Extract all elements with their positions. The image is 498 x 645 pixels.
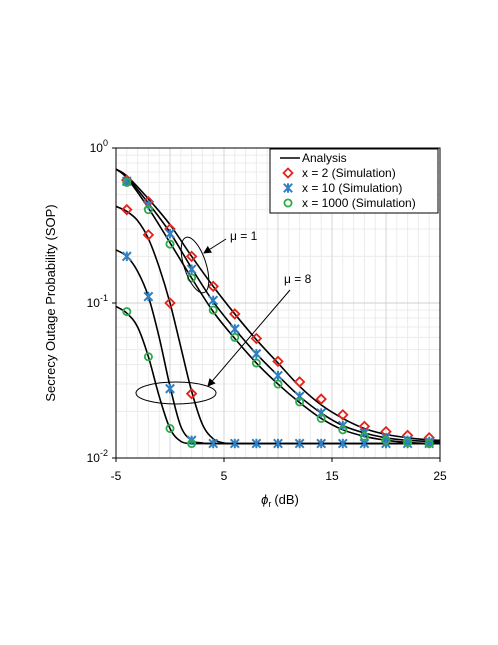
data-point-asterisk [337,438,348,449]
data-point-diamond [185,387,198,400]
x-axis-label-unit: (dB) [274,492,299,507]
data-point-circle [359,431,369,441]
data-point-circle [208,305,218,315]
legend-label: Analysis [302,151,347,165]
data-point-circle [122,177,132,187]
data-point-asterisk [186,264,197,275]
analysis-curves [115,168,441,445]
data-point-circle [251,358,261,368]
mu1-arrow [203,238,227,254]
data-point-diamond [164,297,176,309]
data-point-asterisk [273,370,283,381]
data-point-circle [273,379,283,389]
mu1-annotation: μ = 1 [230,229,258,243]
mu8-arrow [207,289,291,387]
data-point-asterisk [208,438,219,449]
x-axis-label-symbol: ϕ [261,492,268,507]
data-point-diamond [337,409,349,421]
mu1-group-ellipse [180,236,210,294]
legend-diamond-swatch [282,167,294,179]
data-point-asterisk [251,438,262,449]
data-point-asterisk [229,438,240,449]
data-point-diamond [142,229,155,241]
data-point-circle [143,205,153,215]
data-point-asterisk [143,291,154,302]
data-point-circle [381,435,391,445]
y-axis-label: Secrecy Outage Probability (SOP) [43,204,58,401]
y-axis-ticks: 10-2 10-1 100 [87,138,116,465]
data-point-diamond [250,332,263,345]
data-point-asterisk [208,295,219,306]
legend-box [269,148,439,214]
analysis-curve-mu8-5 [115,305,440,445]
y-tick-label: 10-1 [87,293,108,310]
data-point-asterisk [165,228,175,239]
data-point-circle [165,423,175,433]
x-tick-label: 15 [325,469,339,483]
data-point-asterisk [121,251,132,262]
data-point-diamond [272,355,284,368]
mu8-group-ellipse [135,381,217,405]
data-point-circle [338,425,348,435]
data-point-asterisk [316,438,327,449]
x-tick-label: 25 [433,469,447,483]
data-point-asterisk [251,348,262,359]
legend-label: x = 1000 (Simulation) [302,196,416,210]
x-axis-ticks: -5 5 15 25 [111,458,447,483]
data-point-asterisk [229,324,240,334]
data-point-circle [295,397,305,407]
data-point-circle [230,332,240,342]
data-point-asterisk [273,438,283,449]
y-tick-label: 100 [90,138,108,155]
data-point-diamond [293,376,306,388]
data-point-circle [316,413,326,423]
analysis-curve-mu1-2 [115,168,441,445]
data-point-diamond [229,308,241,320]
simulation-markers [121,174,435,449]
x-tick-label: -5 [111,469,122,483]
legend-label: x = 2 (Simulation) [302,166,396,180]
y-tick-label: 10-2 [87,448,108,465]
data-point-asterisk [165,383,175,394]
legend-asterisk-swatch [283,183,293,193]
data-point-diamond [207,280,219,293]
data-point-circle [143,352,153,362]
legend-label: x = 10 (Simulation) [302,181,402,195]
legend-circle-swatch [283,198,293,208]
x-axis-label: ϕr (dB) [261,492,299,509]
x-tick-label: 5 [221,469,228,483]
data-point-circle [187,439,197,449]
annotations: μ = 1 μ = 8 [135,229,312,405]
mu8-annotation: μ = 8 [284,272,312,286]
data-point-circle [424,439,434,449]
data-point-circle [403,437,413,447]
data-point-diamond [121,203,133,216]
data-point-circle [122,307,132,317]
x-axis-label-subscript: r [268,499,271,509]
data-point-circle [165,239,175,249]
data-point-diamond [185,250,198,263]
data-point-asterisk [294,438,305,449]
data-point-diamond [315,393,327,405]
analysis-curve-mu1-0 [115,168,441,442]
